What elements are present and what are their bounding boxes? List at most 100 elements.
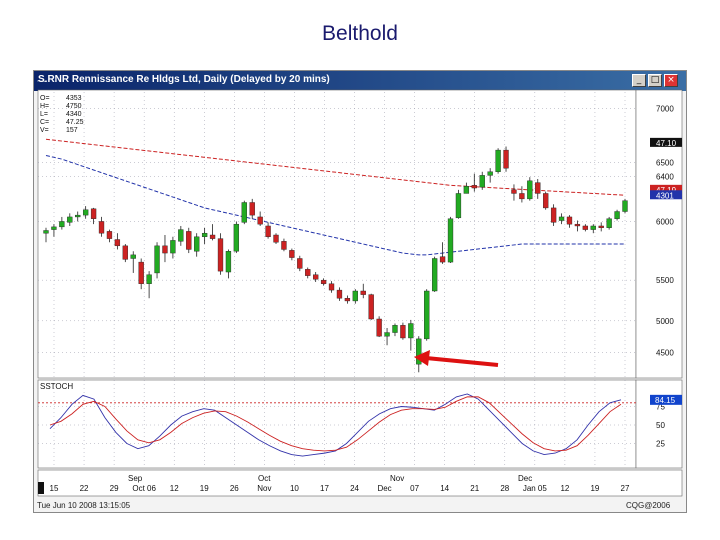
x-tick-label: Jan 05	[523, 484, 548, 493]
candle-body	[511, 189, 517, 194]
legend-label: V=	[40, 127, 49, 134]
x-tick-label: 22	[80, 484, 89, 493]
candle-body	[447, 218, 454, 263]
x-tick-label: 28	[500, 484, 509, 493]
candle-body	[225, 251, 232, 273]
stoch-series-line	[49, 393, 622, 457]
y-tick-label: 5000	[656, 317, 674, 326]
x-tick-label: 26	[230, 484, 239, 493]
y-tick-label: 5500	[656, 276, 674, 285]
ma-short-line	[45, 155, 625, 256]
candle-body	[320, 279, 327, 284]
candle-body	[178, 229, 184, 242]
price-scale	[635, 89, 683, 379]
candle-body	[265, 225, 271, 238]
legend-label: C=	[40, 119, 49, 126]
candle-body	[479, 175, 485, 188]
close-icon[interactable]: ×	[664, 74, 678, 87]
candle-body	[273, 234, 279, 243]
candle-body	[503, 149, 509, 169]
candle-body	[408, 323, 414, 339]
candle-body	[400, 325, 406, 339]
price-marker	[650, 184, 682, 194]
candle-body	[328, 283, 335, 291]
candle-body	[313, 274, 319, 280]
stoch-panel	[37, 379, 637, 469]
candle-body	[550, 207, 557, 223]
x-month-label: Nov	[390, 474, 404, 483]
candle-body	[424, 290, 430, 340]
candle-body	[75, 214, 81, 218]
y-tick-label: 6000	[656, 217, 674, 226]
legend-value: 4750	[66, 103, 82, 110]
candle-body	[471, 185, 477, 189]
candle-body	[590, 225, 596, 230]
minimize-icon[interactable]: _	[632, 74, 646, 87]
window-title: S.RNR Rennissance Re Hldgs Ltd, Daily (D…	[38, 74, 330, 85]
candle-body	[233, 223, 240, 252]
y-tick-label: 6400	[656, 172, 674, 181]
x-tick-label: 24	[350, 484, 359, 493]
candle-body	[392, 325, 398, 333]
candle-body	[384, 332, 390, 337]
maximize-icon[interactable]: □	[648, 74, 662, 87]
candle-body	[170, 240, 176, 254]
stoch-value-marker	[650, 394, 682, 405]
candle-body	[566, 216, 573, 225]
candle-body	[344, 298, 351, 302]
candle-body	[598, 225, 604, 228]
legend-label: H=	[40, 103, 49, 110]
y-tick-label: 7000	[656, 105, 674, 114]
candle-body	[558, 216, 565, 221]
legend-value: 157	[66, 127, 78, 134]
candle-body	[186, 231, 192, 250]
candle-body	[201, 232, 208, 238]
price-marker-label: 4301	[656, 191, 674, 200]
x-tick-label: 10	[290, 484, 299, 493]
legend-value: 47.25	[66, 119, 84, 126]
stoch-tick-label: 50	[656, 421, 665, 430]
time-axis	[37, 469, 683, 497]
candle-body	[336, 289, 343, 299]
candle-body	[154, 245, 160, 274]
window-titlebar[interactable]: S.RNR Rennissance Re Hldgs Ltd, Daily (D…	[34, 71, 686, 91]
x-tick-label: 07	[410, 484, 419, 493]
candle-body	[535, 182, 541, 194]
stoch-series-line	[49, 396, 622, 452]
stoch-scale	[635, 379, 683, 469]
legend-value: 4353	[66, 95, 82, 102]
price-marker	[650, 190, 682, 200]
candle-body	[416, 338, 422, 365]
legend-value: 4340	[66, 111, 82, 118]
candle-body	[162, 245, 168, 254]
x-month-label: Dec	[518, 474, 532, 483]
candle-body	[582, 225, 589, 230]
x-tick-label: 21	[470, 484, 479, 493]
candle-body	[495, 149, 501, 172]
x-tick-label: 19	[590, 484, 599, 493]
candle-body	[249, 202, 255, 216]
candle-body	[98, 221, 105, 234]
candle-body	[194, 236, 200, 252]
scroll-handle[interactable]	[38, 482, 44, 494]
candle-body	[519, 193, 525, 200]
x-tick-label: 15	[50, 484, 59, 493]
candle-body	[67, 216, 73, 223]
candle-body	[59, 221, 65, 228]
annotation-arrow	[414, 350, 499, 367]
y-tick-label: 4500	[656, 348, 674, 357]
candle-body	[51, 226, 57, 230]
candle-body	[209, 234, 216, 239]
x-month-label: Sep	[128, 474, 143, 483]
window-app-icon: ~~	[37, 77, 47, 86]
candle-body	[455, 193, 462, 219]
candle-body	[146, 274, 152, 284]
candle-body	[217, 238, 224, 272]
x-tick-label: Nov	[257, 484, 271, 493]
candle-body	[606, 218, 612, 228]
candle-body	[463, 186, 470, 194]
x-tick-label: 12	[170, 484, 179, 493]
x-tick-label: 27	[621, 484, 630, 493]
candle-body	[439, 256, 446, 263]
